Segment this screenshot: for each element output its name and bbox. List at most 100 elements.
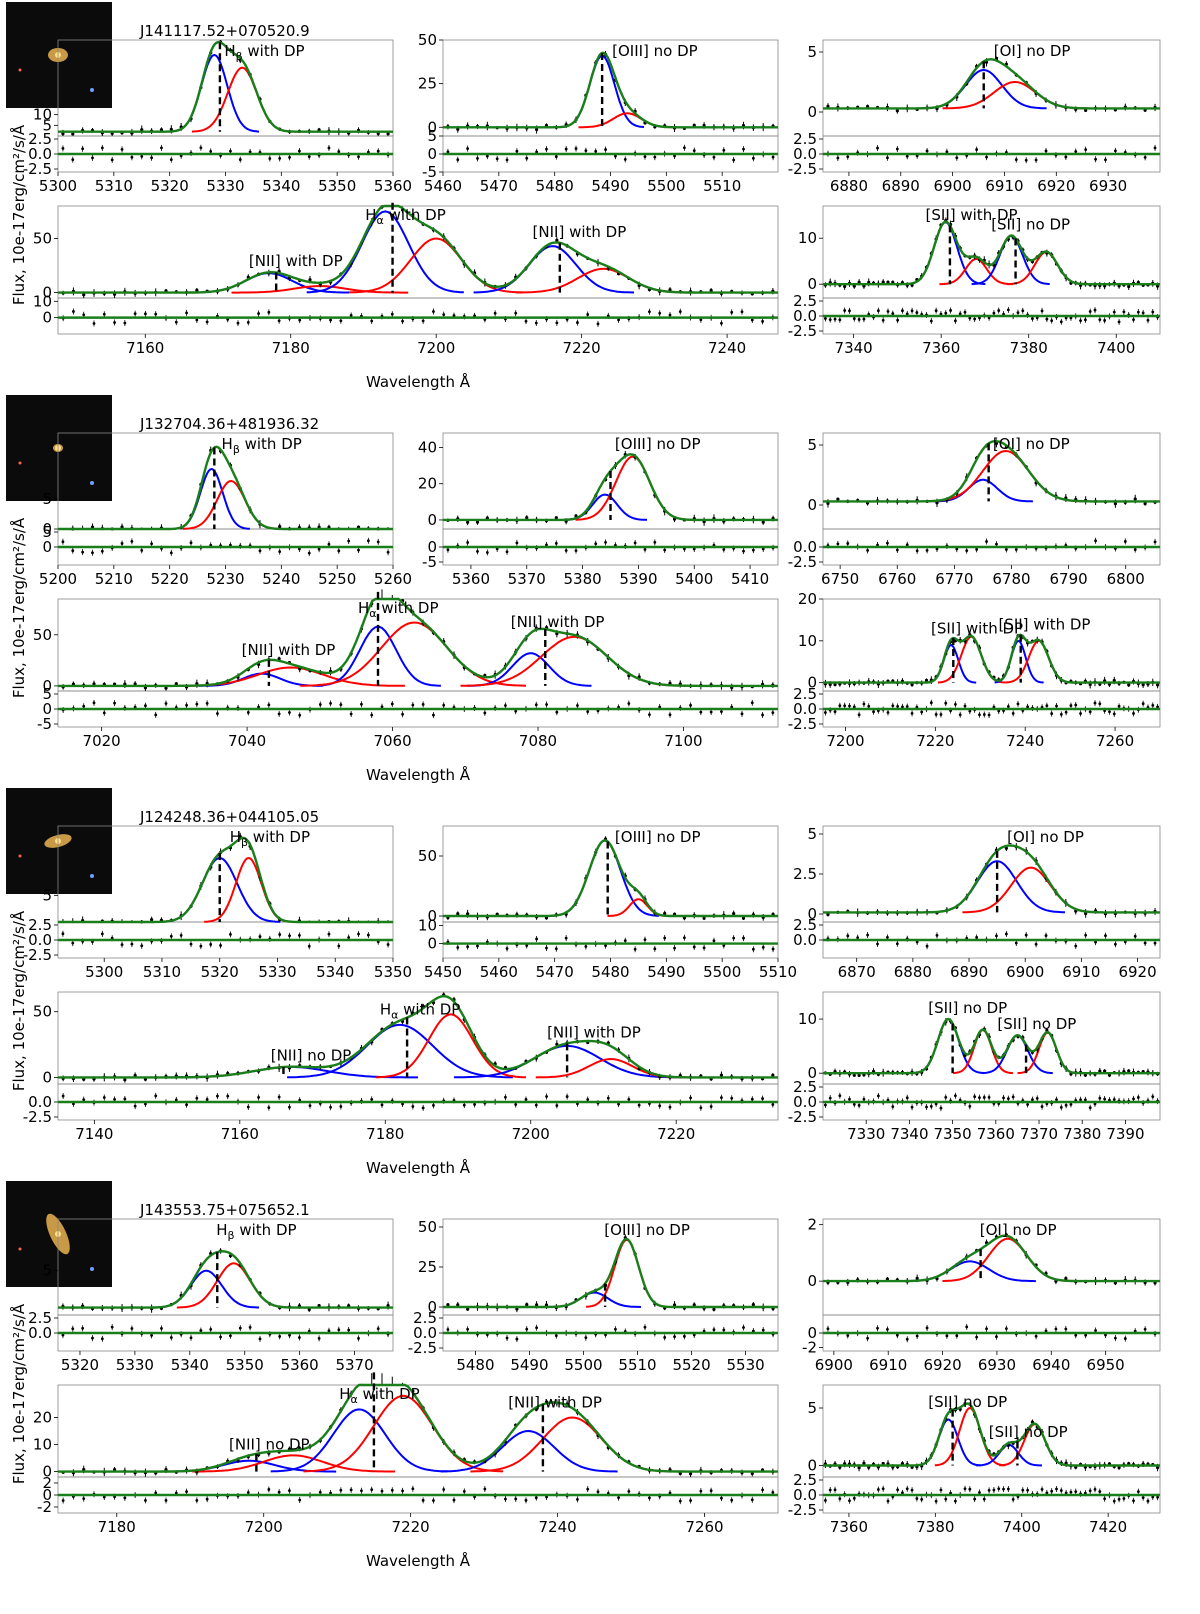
data-point	[668, 288, 672, 292]
total-model-line	[823, 220, 1160, 286]
data-point	[308, 278, 312, 282]
line-label: [OI] no DP	[980, 1221, 1057, 1239]
x-tick-label: 5240	[262, 570, 300, 588]
x-tick-label: 6890	[950, 963, 988, 981]
y-axis-label: Flux, 10e-17erg/cm²/s/Å	[9, 910, 28, 1091]
x-tick-label: 6910	[1062, 963, 1100, 981]
line-label: [SII] no DP	[928, 999, 1007, 1017]
star-dot	[90, 1267, 94, 1271]
y-tick-label: 0	[807, 496, 817, 514]
panel-sii: 0 10 -2.50.02.5 7340 7360 7380 7400 [SII] with …	[788, 205, 1161, 357]
data-point	[71, 132, 75, 136]
total-model-line	[823, 58, 1160, 110]
data-point	[1112, 678, 1116, 683]
residual-y-tick-label: -2.5	[23, 1108, 52, 1126]
broad-component-0	[933, 478, 1033, 503]
y-tick-label: 5	[42, 886, 52, 904]
data-point	[692, 123, 696, 127]
residual-y-tick-label: 2.5	[793, 1078, 817, 1096]
line-label: [SII] no DP	[928, 1393, 1007, 1411]
y-tick-label: 2	[807, 1216, 817, 1234]
line-label: Hβ with DP	[224, 42, 304, 63]
line-label: [NII] with DP	[511, 613, 605, 631]
total-model-line	[58, 1383, 778, 1473]
x-tick-label: 5490	[647, 963, 685, 981]
x-axis-label: Wavelength Å	[366, 1551, 471, 1570]
x-tick-label: 5310	[95, 177, 133, 195]
line-label: [SII] no DP	[991, 216, 1070, 234]
residual-y-tick-label: 2.5	[793, 916, 817, 934]
x-tick-label: 7140	[75, 1125, 113, 1143]
data-point	[857, 1073, 861, 1077]
residual-y-tick-label: -2.5	[788, 160, 817, 178]
line-label: [NII] with DP	[249, 252, 343, 270]
x-tick-label: 5480	[591, 963, 629, 981]
residual-y-tick-label: 0	[42, 538, 52, 556]
data-point	[554, 516, 558, 520]
line-label: [NII] with DP	[533, 223, 627, 241]
data-point	[924, 678, 929, 682]
x-tick-label: 6930	[978, 1356, 1016, 1374]
x-tick-label: 6920	[1037, 177, 1075, 195]
residual-y-tick-label: -2.5	[23, 946, 52, 964]
total-model-line	[443, 839, 778, 918]
data-point	[1133, 497, 1137, 501]
x-tick-label: 5520	[672, 1356, 710, 1374]
panel-oiii: 0 25 50 -2.50.02.5 5480 5490 5500 5510 5520 5530 […	[408, 1218, 779, 1374]
data-point	[140, 128, 144, 132]
x-tick-label: 5380	[563, 570, 601, 588]
x-tick-label: 7200	[512, 1125, 550, 1143]
line-label: Hα with DP	[380, 1001, 461, 1022]
x-tick-label: 6750	[821, 570, 859, 588]
residual-y-tick-label: 0.0	[793, 307, 817, 325]
data-point	[935, 501, 939, 505]
x-tick-label: 6790	[1050, 570, 1088, 588]
data-point	[1117, 1466, 1121, 1470]
residual-y-tick-label: 0	[42, 700, 52, 718]
x-tick-label: 7080	[519, 732, 557, 750]
data-point	[692, 1303, 696, 1307]
y-tick-label: 10	[798, 1010, 817, 1028]
residual-y-tick-label: -2.5	[788, 1108, 817, 1126]
x-tick-label: 5320	[61, 1356, 99, 1374]
total-model-line	[58, 204, 778, 294]
residual-y-tick-label: 2.5	[28, 1309, 52, 1327]
line-label: [OIII] no DP	[615, 435, 701, 453]
broad-component-0	[904, 1260, 1036, 1283]
residual-y-tick-label: 10	[418, 917, 437, 935]
x-tick-label: 7100	[664, 732, 702, 750]
x-tick-label: 5260	[374, 570, 412, 588]
x-tick-label: 6870	[838, 963, 876, 981]
star-dot	[90, 88, 94, 92]
x-tick-label: 7220	[657, 1125, 695, 1143]
data-point	[732, 912, 736, 916]
y-tick-label: 0	[807, 674, 817, 692]
data-point	[169, 127, 173, 131]
residual-y-tick-label: -2	[37, 1498, 52, 1516]
data-point	[446, 1303, 450, 1307]
data-point	[1098, 1069, 1102, 1073]
data-point	[535, 1303, 539, 1307]
y-tick-label: 0	[42, 1463, 52, 1481]
residual-y-tick-label: 2.5	[793, 685, 817, 703]
data-point	[150, 918, 154, 922]
line-label: [OI] no DP	[1007, 828, 1084, 846]
line-label: Hβ with DP	[216, 1221, 296, 1242]
line-label: Hβ with DP	[222, 435, 302, 456]
line-label: [SII] no DP	[989, 1423, 1068, 1441]
line-label: Hα with DP	[358, 599, 439, 620]
x-tick-label: 5250	[318, 570, 356, 588]
y-tick-label: 5	[42, 1262, 52, 1280]
x-tick-label: 7420	[1089, 1518, 1127, 1536]
data-point	[525, 516, 529, 520]
x-tick-label: 6880	[894, 963, 932, 981]
data-point	[719, 1073, 724, 1077]
x-tick-label: 5360	[452, 570, 490, 588]
residual-y-tick-label: 0.0	[413, 1324, 437, 1342]
y-tick-label: 50	[33, 229, 52, 247]
star-dot	[18, 461, 22, 465]
data-point	[1127, 1069, 1131, 1073]
data-point	[771, 1073, 775, 1077]
